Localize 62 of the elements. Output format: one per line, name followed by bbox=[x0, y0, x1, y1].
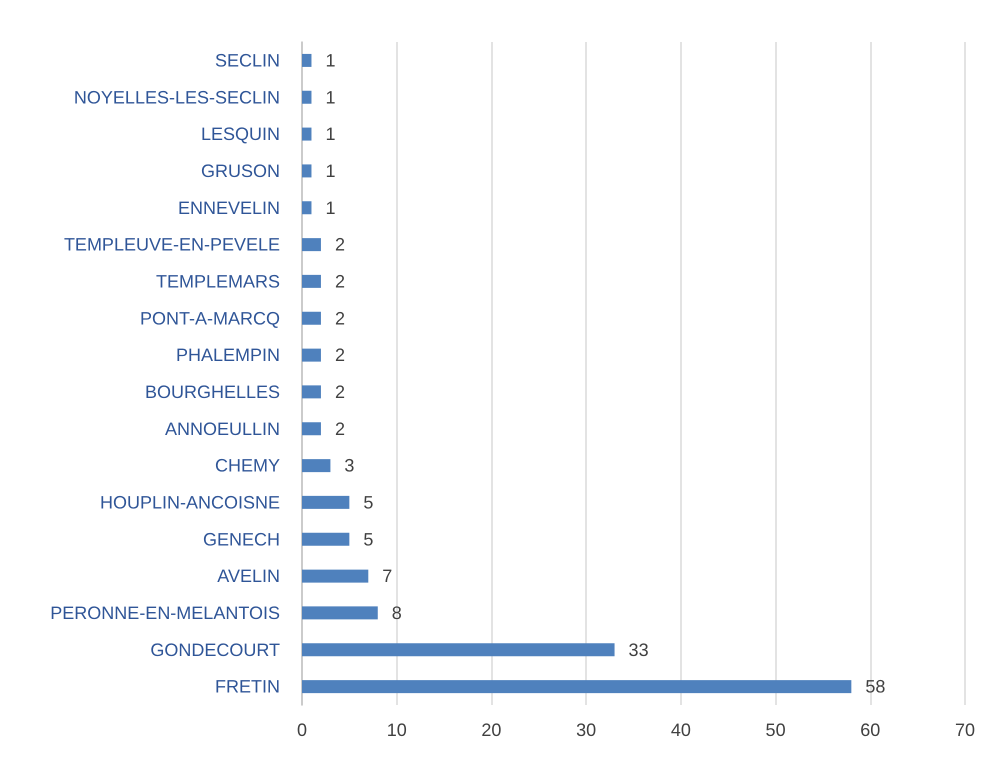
y-tick-label: ANNOEULLIN bbox=[164, 418, 280, 439]
x-tick-label: 60 bbox=[860, 720, 880, 740]
x-tick-label: 70 bbox=[954, 720, 976, 740]
x-tick-label: 50 bbox=[766, 720, 786, 740]
x-tick-label: 30 bbox=[576, 720, 596, 740]
bar bbox=[302, 164, 312, 178]
bar bbox=[302, 680, 852, 694]
data-label: 2 bbox=[334, 345, 345, 366]
data-label: 2 bbox=[334, 382, 345, 402]
data-label: 58 bbox=[865, 676, 886, 697]
data-label: 1 bbox=[325, 198, 336, 218]
bar bbox=[302, 238, 321, 252]
x-tick-label: 20 bbox=[481, 720, 502, 740]
bar bbox=[302, 128, 312, 141]
data-label: 2 bbox=[334, 271, 345, 292]
y-tick-label: BOURGHELLES bbox=[144, 382, 280, 402]
bar bbox=[302, 459, 330, 472]
bar bbox=[302, 496, 350, 509]
bar bbox=[302, 570, 368, 583]
bar bbox=[302, 348, 321, 362]
bar bbox=[302, 606, 378, 620]
y-tick-label: GONDECOURT bbox=[150, 640, 280, 660]
data-label: 8 bbox=[392, 602, 402, 623]
bar bbox=[302, 274, 321, 288]
y-tick-label: FRETIN bbox=[215, 676, 280, 697]
y-tick-label: NOYELLES-LES-SECLIN bbox=[74, 87, 280, 108]
y-tick-label: CHEMY bbox=[214, 456, 280, 476]
x-tick-label: 40 bbox=[670, 720, 691, 740]
y-tick-label: LESQUIN bbox=[200, 124, 280, 144]
bar bbox=[302, 385, 321, 398]
data-label: 5 bbox=[363, 492, 374, 512]
bar bbox=[302, 201, 312, 214]
data-label: 2 bbox=[334, 418, 345, 439]
y-tick-label: PHALEMPIN bbox=[176, 345, 280, 366]
bar bbox=[302, 54, 312, 67]
bar bbox=[302, 643, 615, 656]
data-label: 1 bbox=[325, 124, 336, 144]
bar bbox=[302, 422, 321, 436]
y-tick-label: GRUSON bbox=[200, 160, 280, 181]
data-label: 3 bbox=[344, 456, 354, 476]
y-tick-label: PERONNE-EN-MELANTOIS bbox=[50, 602, 280, 623]
data-label: 2 bbox=[334, 308, 345, 328]
y-tick-label: PONT-A-MARCQ bbox=[140, 308, 280, 328]
data-label: 5 bbox=[363, 529, 374, 550]
y-tick-label: HOUPLIN-ANCOISNE bbox=[100, 492, 280, 512]
y-tick-label: GENECH bbox=[202, 529, 280, 550]
bar bbox=[302, 90, 312, 104]
data-label: 2 bbox=[334, 234, 345, 255]
y-tick-label: ENNEVELIN bbox=[178, 198, 280, 218]
y-tick-label: SECLIN bbox=[214, 50, 280, 70]
data-label: 7 bbox=[382, 566, 392, 586]
y-tick-label: AVELIN bbox=[217, 566, 280, 586]
bar bbox=[302, 532, 350, 546]
x-tick-label: 0 bbox=[296, 720, 308, 740]
data-label: 1 bbox=[325, 160, 336, 181]
y-tick-label: TEMPLEMARS bbox=[156, 271, 280, 292]
x-tick-label: 10 bbox=[386, 720, 407, 740]
bar bbox=[302, 312, 321, 325]
data-label: 33 bbox=[628, 640, 649, 660]
data-label: 1 bbox=[325, 50, 336, 70]
y-tick-label: TEMPLEUVE-EN-PEVELE bbox=[64, 234, 280, 255]
data-label: 1 bbox=[325, 87, 336, 108]
